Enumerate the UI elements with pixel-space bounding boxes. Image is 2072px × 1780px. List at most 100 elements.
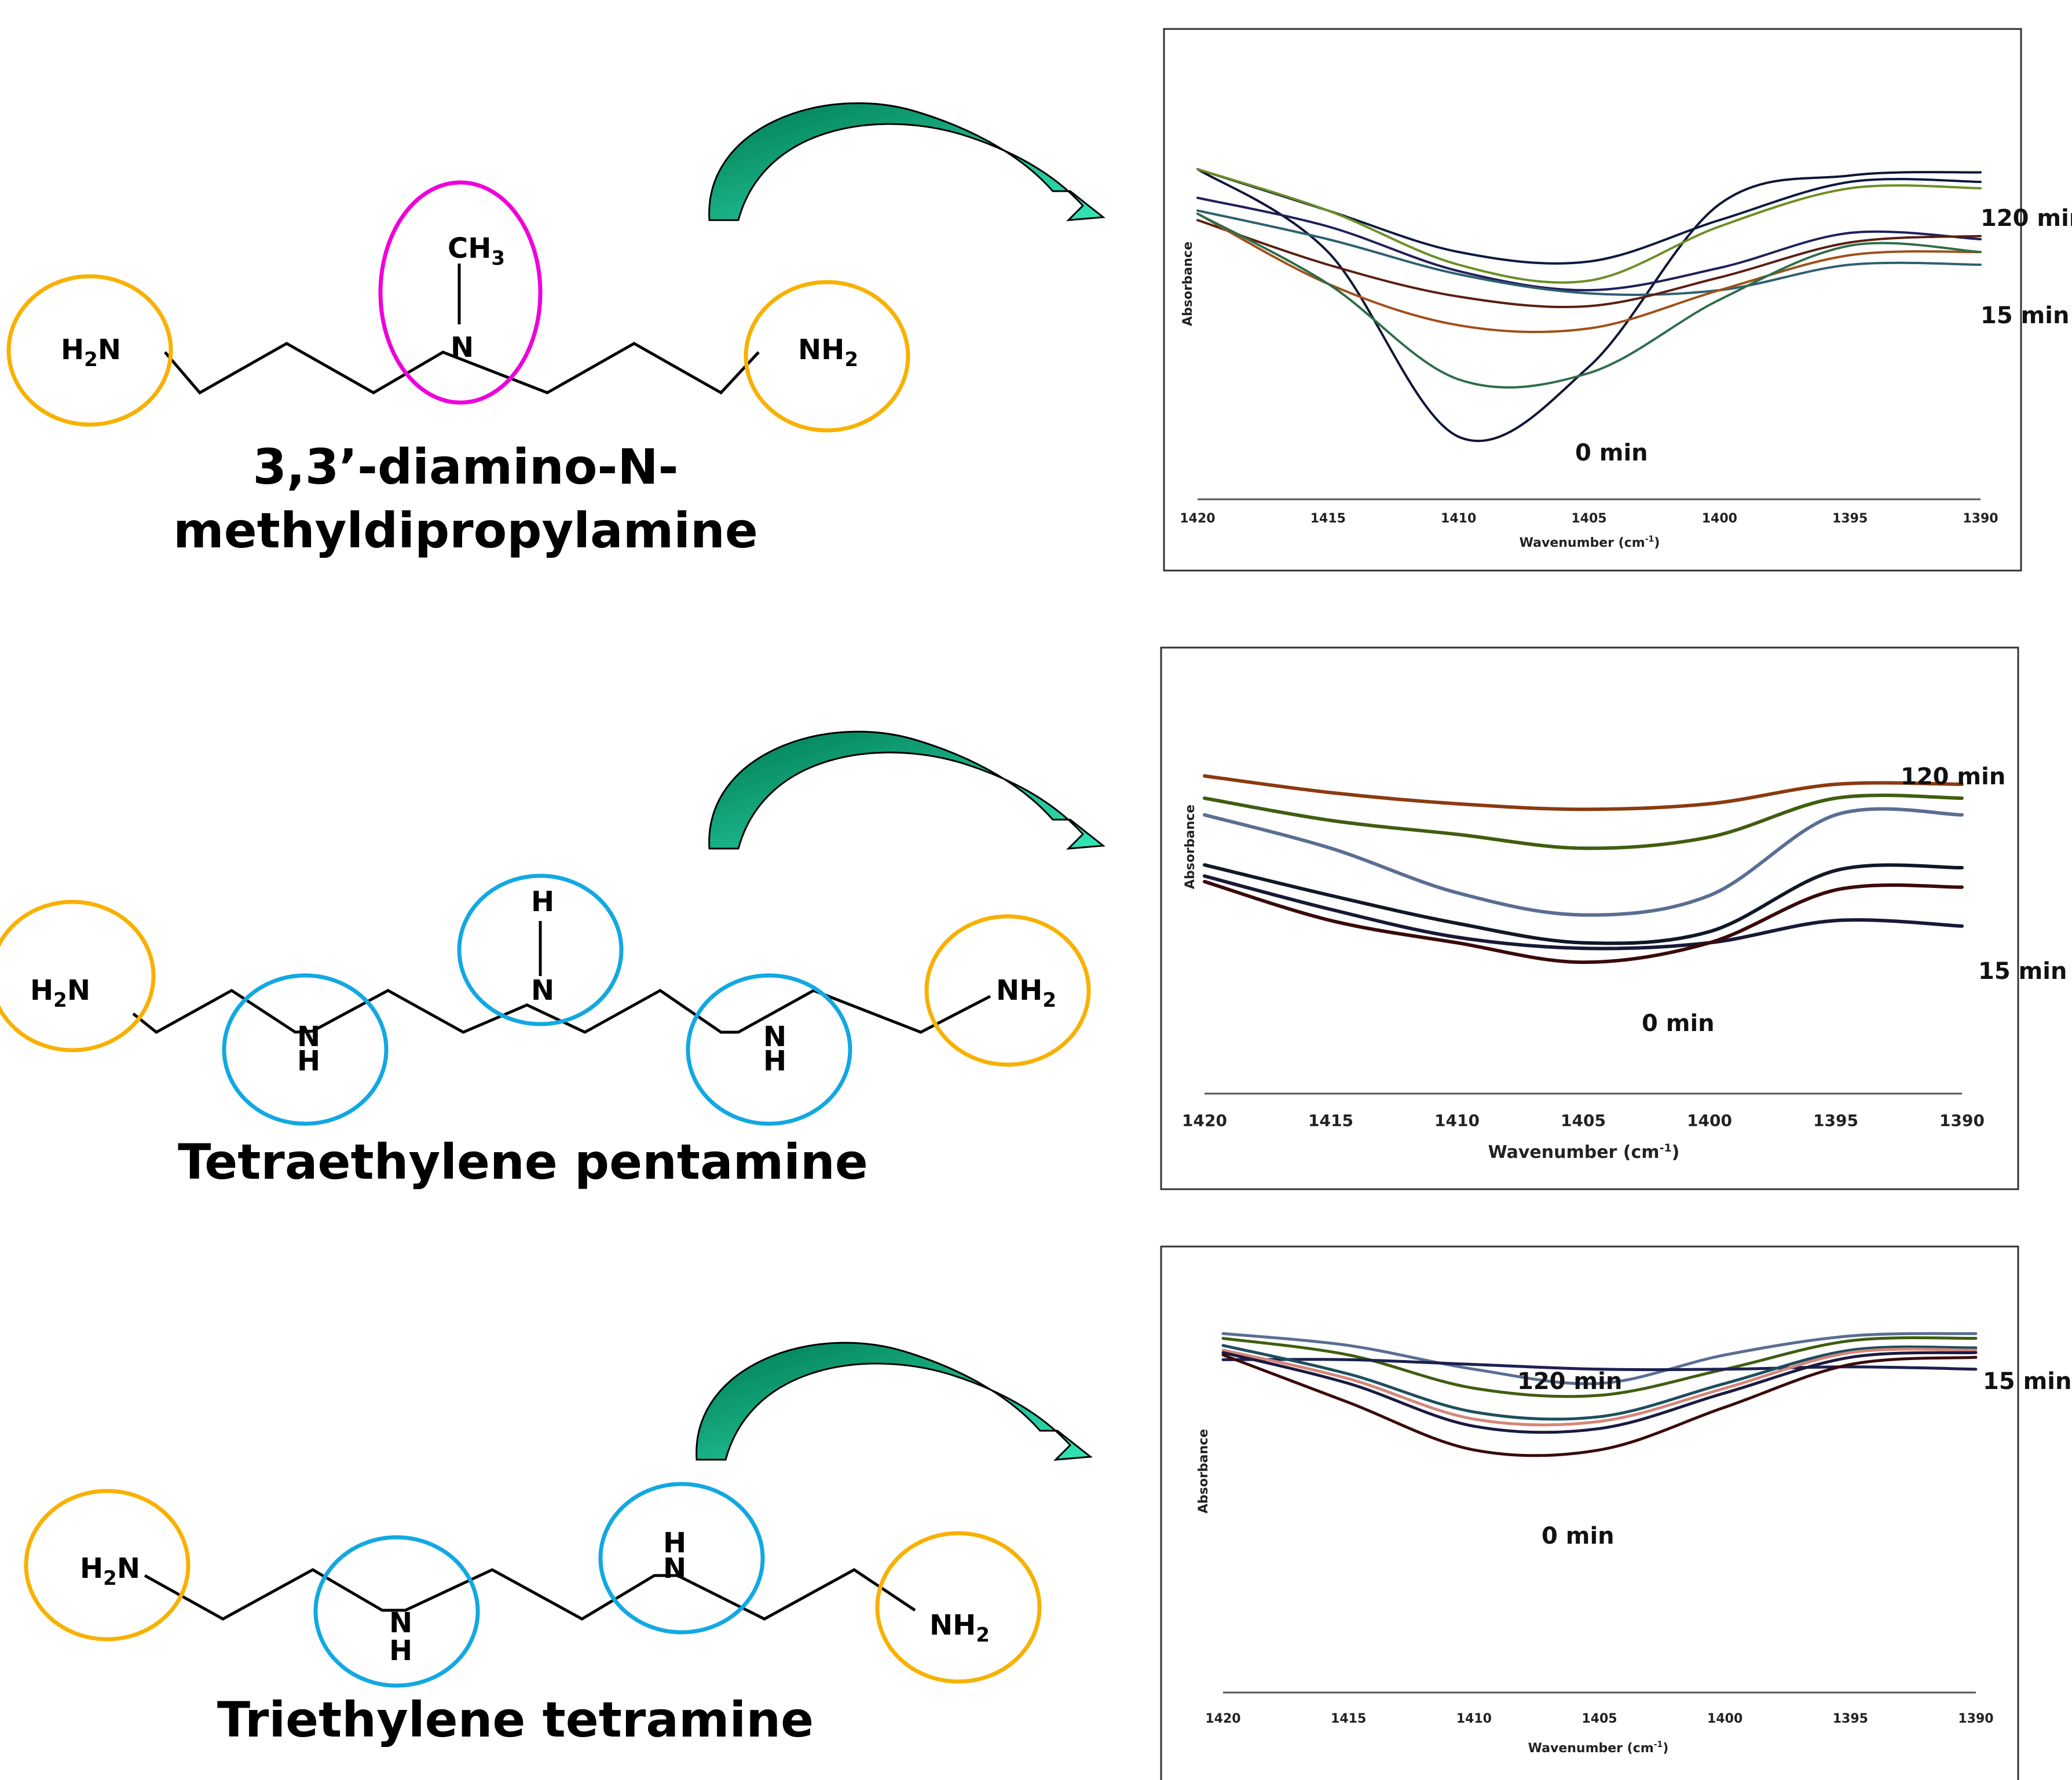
spectrum-line-4: [1221, 1344, 1978, 1421]
h-label: H: [763, 1045, 786, 1077]
spectrum-line-4: [1196, 196, 1982, 292]
secondary-amine-ring: [598, 1482, 765, 1635]
spectrum-line-7: [1221, 1353, 1978, 1457]
x-tick-label: 1400: [1707, 1712, 1742, 1726]
h-label: H: [389, 1635, 412, 1667]
h-label: H: [531, 886, 554, 918]
annotation-15-min: 15 min: [1981, 302, 2069, 329]
molecule-1-backbone: [164, 342, 760, 395]
h-label: H: [297, 1045, 320, 1077]
x-tick-label: 1420: [1182, 1111, 1227, 1130]
molecule-1-name-line2: methyldipropylamine: [173, 502, 758, 559]
h2n-label: H2N: [80, 1552, 140, 1590]
spectrum-line-2: [1203, 794, 1964, 850]
nh2-label: NH2: [798, 334, 858, 371]
molecule-2-backbone: [132, 989, 991, 1034]
curved-arrow: [708, 730, 1105, 850]
spectrum-line-6: [1221, 1351, 1978, 1434]
x-tick-label: 1405: [1561, 1111, 1606, 1130]
y-axis-label: Absorbance: [1196, 1429, 1211, 1514]
annotation-0-min: 0 min: [1642, 1010, 1715, 1037]
spectrum-line-3: [1203, 807, 1964, 917]
spectrum-line-4: [1203, 863, 1964, 945]
h-label: H: [663, 1527, 686, 1559]
x-tick-label: 1415: [1331, 1712, 1366, 1726]
annotation-120-min: 120 min: [1517, 1368, 1622, 1395]
n-label: N: [763, 1021, 786, 1053]
ch3-label: CH3: [448, 232, 505, 270]
spectrum-line-3: [1196, 168, 1982, 284]
x-tick-labels: 1420 1415 1410 1405 1400 1395 1390: [1205, 1712, 1993, 1726]
y-axis-label: Absorbance: [1183, 805, 1198, 889]
nh2-label: NH2: [929, 1609, 990, 1647]
molecule-3: H2N N H H N NH2 Triethylene tetramine: [24, 1482, 1042, 1748]
x-tick-labels: 1420 1415 1410 1405 1400 1395 1390: [1180, 511, 1998, 526]
spectrum-line-1: [1221, 1332, 1978, 1386]
n-label: N: [451, 331, 474, 364]
chart-panel-1: 1420 1415 1410 1405 1400 1395 1390 Wavenumber …: [1163, 28, 2072, 572]
molecule-1: H2N CH3 N NH2 3,3’-diamino-N- methyldipr…: [6, 180, 910, 559]
x-tick-label: 1410: [1434, 1111, 1480, 1130]
secondary-amine-ring: [313, 1535, 480, 1688]
spectra-lines: [1203, 774, 1964, 964]
chart-frame: [1163, 28, 2022, 572]
chart-frame: [1160, 1245, 2019, 1780]
x-tick-labels: 1420 1415 1410 1405 1400 1395 1390: [1182, 1111, 1985, 1130]
spectrum-line-5: [1203, 874, 1964, 951]
spectrum-line-2: [1221, 1336, 1978, 1398]
annotation-15-min: 15 min: [1983, 1368, 2071, 1395]
molecule-2: H2N N H H N N H NH2 Tetraethylene pentam…: [0, 873, 1091, 1190]
primary-amine-ring: [744, 280, 910, 433]
x-axis-label: Wavenumber (cm-1): [1520, 535, 1660, 550]
primary-amine-ring: [924, 914, 1091, 1067]
n-label: N: [531, 974, 554, 1007]
secondary-amine-ring: [457, 873, 624, 1026]
annotation-0-min: 0 min: [1542, 1523, 1615, 1549]
spectra-lines: [1221, 1332, 1978, 1457]
primary-amine-ring: [6, 274, 173, 427]
y-axis-label: Absorbance: [1181, 242, 1195, 326]
x-tick-label: 1395: [1813, 1111, 1858, 1130]
n-label: N: [389, 1607, 412, 1639]
molecule-3-name: Triethylene tetramine: [217, 1691, 814, 1748]
x-tick-label: 1420: [1180, 511, 1215, 526]
spectra-lines: [1196, 168, 1982, 443]
secondary-amine-ring: [222, 973, 389, 1126]
h2n-label: H2N: [61, 334, 121, 371]
annotation-120-min: 120 min: [1901, 763, 2005, 790]
primary-amine-ring: [0, 900, 156, 1052]
molecule-2-name: Tetraethylene pentamine: [178, 1134, 868, 1190]
spectrum-line-5: [1221, 1347, 1978, 1427]
chart-panel-3: 1420 1415 1410 1405 1400 1395 1390 Wavenumber …: [1160, 1245, 2071, 1780]
chart-panel-2: 1420 1415 1410 1405 1400 1395 1390 Wavenumber …: [1160, 646, 2067, 1190]
spectrum-line-1: [1196, 168, 1982, 443]
primary-amine-ring: [24, 1489, 191, 1642]
primary-amine-ring: [875, 1531, 1042, 1684]
x-tick-label: 1390: [1958, 1712, 1993, 1726]
annotation-0-min: 0 min: [1575, 440, 1648, 466]
x-tick-label: 1410: [1456, 1712, 1492, 1726]
spectrum-line-8: [1196, 213, 1982, 389]
x-tick-label: 1390: [1963, 511, 1998, 526]
x-tick-label: 1415: [1308, 1111, 1353, 1130]
spectrum-line-5: [1196, 209, 1982, 296]
x-tick-label: 1400: [1702, 511, 1737, 526]
x-tick-label: 1400: [1687, 1111, 1732, 1130]
x-axis-label: Wavenumber (cm-1): [1528, 1740, 1669, 1756]
h2n-label: H2N: [30, 974, 90, 1012]
x-tick-label: 1405: [1571, 511, 1606, 526]
tertiary-amine-ring: [378, 180, 543, 405]
x-tick-label: 1395: [1832, 511, 1868, 526]
curved-arrow: [708, 102, 1105, 221]
secondary-amine-ring: [686, 973, 852, 1126]
chart-frame: [1160, 646, 2019, 1190]
spectrum-line-1: [1203, 774, 1964, 812]
x-tick-label: 1410: [1441, 511, 1476, 526]
spectrum-line-6: [1196, 219, 1982, 309]
x-tick-label: 1415: [1310, 511, 1346, 526]
molecule-3-backbone: [144, 1568, 916, 1621]
nh2-label: NH2: [996, 974, 1056, 1012]
spectrum-line-3: [1221, 1358, 1978, 1372]
x-tick-label: 1405: [1582, 1712, 1617, 1726]
x-tick-label: 1420: [1205, 1712, 1240, 1726]
